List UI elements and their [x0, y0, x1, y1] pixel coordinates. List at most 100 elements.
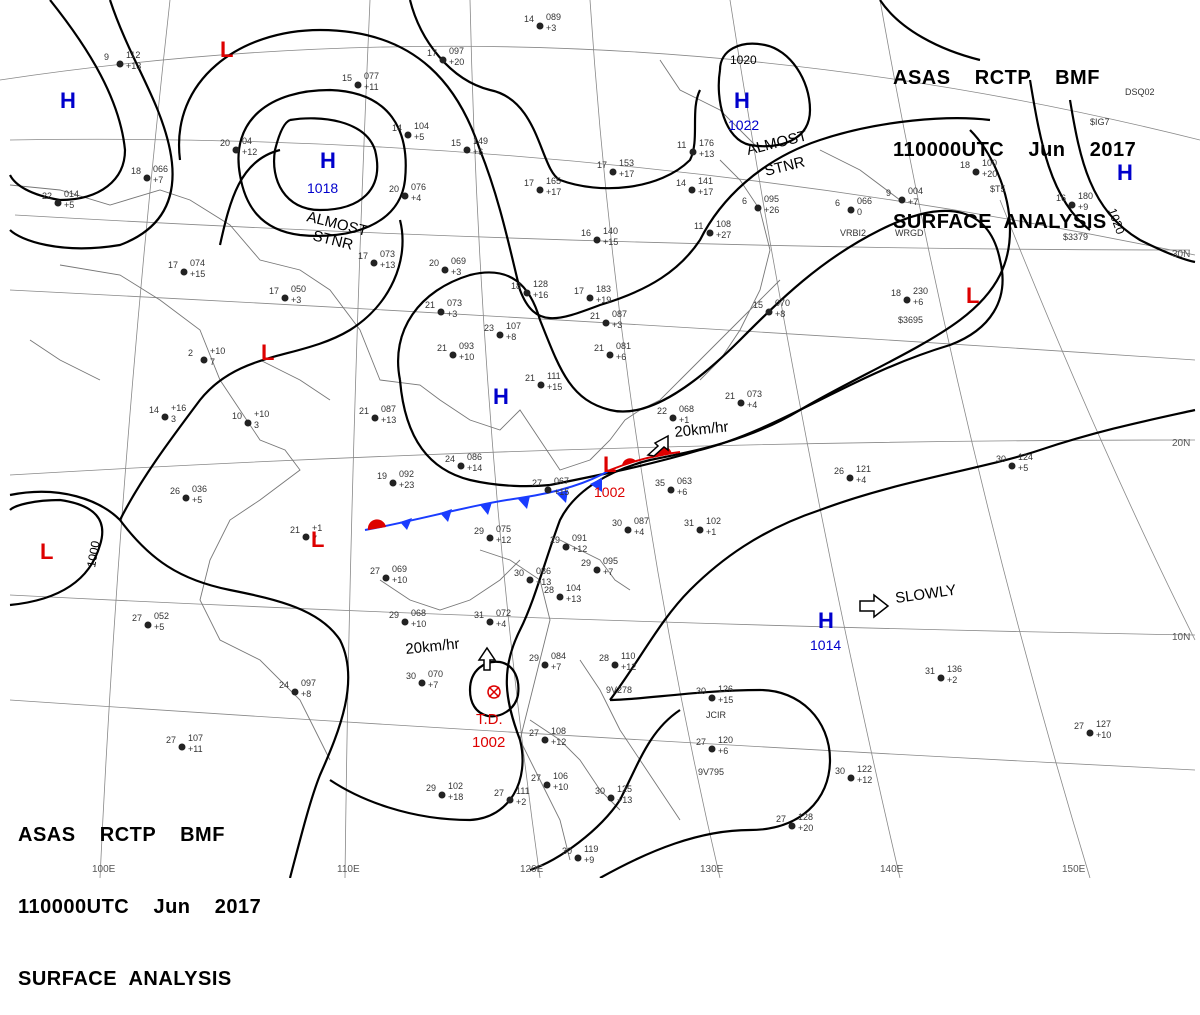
- station-plot: 30 125+13: [595, 784, 632, 805]
- station-tendency: +10: [459, 352, 474, 362]
- high-pressure-west-letter: H: [60, 88, 76, 113]
- station-pressure: 125: [617, 784, 632, 794]
- station-pressure: 097: [301, 678, 316, 688]
- station-temperature: 30: [996, 454, 1006, 464]
- station-tendency: +8: [301, 689, 311, 699]
- station-plot: 17 183+19: [574, 284, 611, 305]
- station-dot: [765, 308, 773, 316]
- station-temperature: 21: [725, 391, 735, 401]
- station-dot: [354, 81, 362, 89]
- station-plot: 17 165+17: [524, 176, 561, 197]
- station-plot: 27 111+2: [494, 786, 530, 807]
- isobar: [9, 0, 127, 202]
- station-temperature: 27: [132, 613, 142, 623]
- station-pressure: 066: [153, 164, 168, 174]
- movement-speed-label-1: 20km/hr: [674, 418, 730, 441]
- station-plot: 17 097+20: [427, 46, 464, 67]
- station-dot: [244, 419, 252, 427]
- station-plot: 17 050+3: [269, 284, 306, 305]
- station-temperature: 18: [891, 288, 901, 298]
- station-temperature: 6: [835, 198, 840, 208]
- station-tendency: +14: [467, 463, 482, 473]
- station-dot: [688, 186, 696, 194]
- station-temperature: 17: [269, 286, 279, 296]
- ship-callsign: WRGD: [895, 228, 924, 238]
- station-tendency: +12: [857, 775, 872, 785]
- station-plot: 29 095+7: [581, 556, 618, 577]
- station-plot: 18 230+6: [891, 286, 928, 307]
- station-pressure: 073: [747, 389, 762, 399]
- station-tendency: +6: [616, 352, 626, 362]
- station-tendency: +12: [551, 737, 566, 747]
- station-dot: [54, 199, 62, 207]
- station-pressure: 102: [706, 516, 721, 526]
- station-dot: [574, 854, 582, 862]
- station-plot: 24 097+8: [279, 678, 316, 699]
- station-tendency: +13: [566, 594, 581, 604]
- station-tendency: +11: [364, 82, 379, 92]
- movement-speed-label-2: 20km/hr: [405, 635, 461, 658]
- station-plot: 17 074+15: [168, 258, 205, 279]
- station-pressure: 069: [392, 564, 407, 574]
- station-temperature: 21: [359, 406, 369, 416]
- station-tendency: +1: [679, 415, 689, 425]
- high-pressure-east-letter: H: [1117, 160, 1133, 185]
- station-tendency: +4: [411, 193, 421, 203]
- station-plot: 26 121+4: [834, 464, 871, 485]
- station-pressure: 097: [449, 46, 464, 56]
- station-temperature: 18: [960, 160, 970, 170]
- station-dot: [586, 294, 594, 302]
- station-dot: [669, 414, 677, 422]
- station-dot: [401, 192, 409, 200]
- tropical-depression-value: 1002: [472, 734, 505, 751]
- station-temperature: 21: [590, 311, 600, 321]
- station-pressure: 111: [547, 371, 561, 381]
- station-pressure: 128: [533, 279, 548, 289]
- station-plot: 17 153+17: [597, 158, 634, 179]
- station-dot: [370, 259, 378, 267]
- station-temperature: 11: [677, 140, 686, 150]
- station-pressure: 128: [798, 812, 813, 822]
- ship-callsign: DSQ02: [1125, 87, 1155, 97]
- station-plot: 30 070+7: [406, 669, 443, 690]
- station-temperature: 35: [655, 478, 665, 488]
- station-dot: [609, 168, 617, 176]
- station-dot: [486, 534, 494, 542]
- isobar: [717, 42, 812, 148]
- station-pressure: 100: [982, 158, 997, 168]
- header-top: ASAS RCTP BMF 110000UTC Jun 2017 SURFACE…: [893, 18, 1136, 258]
- station-plot: 30 124+5: [996, 452, 1033, 473]
- station-tendency: +3: [291, 295, 301, 305]
- lon-label-140e: 140E: [880, 864, 904, 875]
- station-tendency: +23: [399, 480, 414, 490]
- station-dot: [449, 351, 457, 359]
- arrow-east-icon: [859, 593, 890, 619]
- station-temperature: 16: [1056, 193, 1066, 203]
- station-pressure: 141: [698, 176, 713, 186]
- header-bottom-time: 110000UTC Jun 2017: [18, 896, 262, 918]
- station-dot: [463, 146, 471, 154]
- station-pressure: 107: [188, 733, 203, 743]
- station-dot: [562, 543, 570, 551]
- station-tendency: +7: [428, 680, 438, 690]
- station-plot: 15 077+11: [342, 71, 379, 92]
- station-pressure: 067: [554, 476, 569, 486]
- station-dot: [708, 745, 716, 753]
- station-tendency: +8: [775, 309, 785, 319]
- station-temperature: 14: [149, 405, 159, 415]
- station-tendency: +4: [747, 400, 757, 410]
- station-pressure: 092: [399, 469, 414, 479]
- station-tendency: +26: [764, 205, 779, 215]
- station-tendency: +15: [718, 695, 733, 705]
- station-temperature: 15: [451, 138, 461, 148]
- station-temperature: 30: [406, 671, 416, 681]
- station-plot: 31 072+4: [474, 608, 511, 629]
- station-temperature: 30: [696, 686, 706, 696]
- ship-callsign: JCIR: [706, 710, 727, 720]
- station-pressure: 014: [64, 189, 79, 199]
- station-dot: [1068, 201, 1076, 209]
- tropical-depression-label: T.D.: [476, 711, 503, 728]
- motion-arrows: [477, 434, 890, 671]
- ship-callsign: $IG7: [1090, 117, 1110, 127]
- station-temperature: 23: [484, 323, 494, 333]
